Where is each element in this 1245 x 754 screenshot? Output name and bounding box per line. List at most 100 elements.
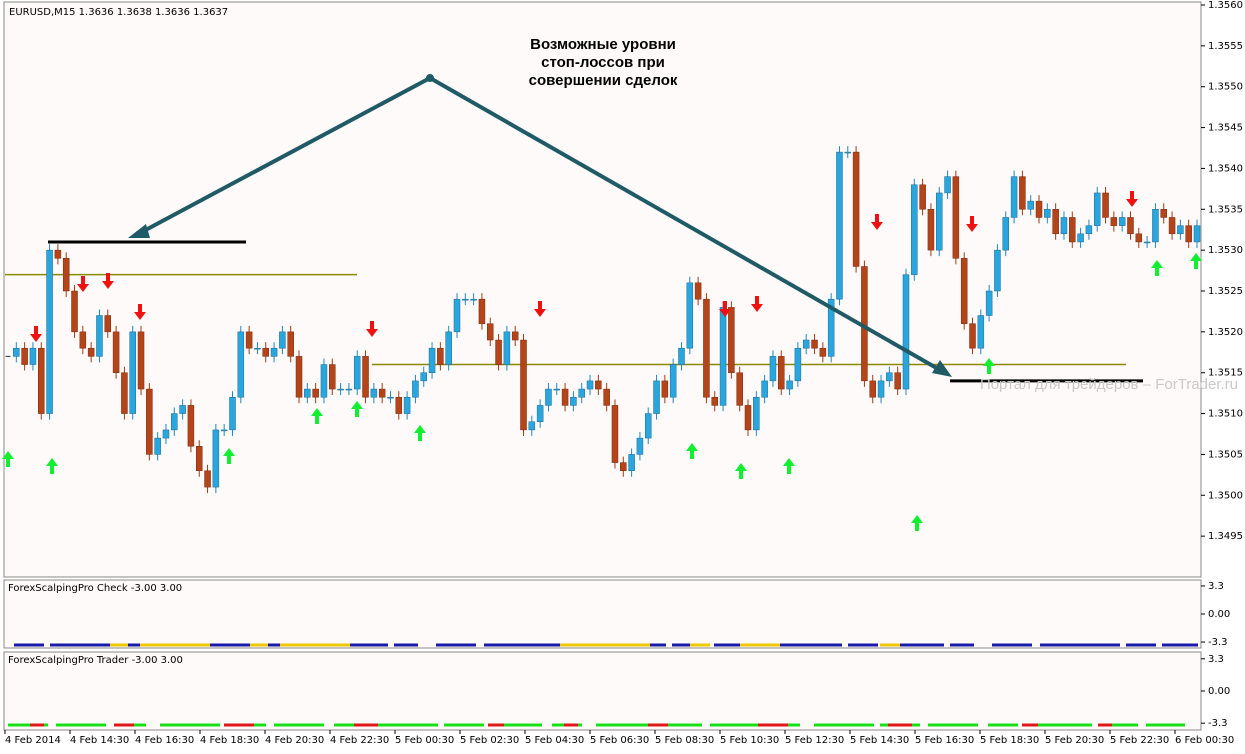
candle <box>71 290 78 333</box>
candle <box>337 388 344 391</box>
candle <box>1044 209 1051 218</box>
buy-arrow <box>223 448 235 464</box>
buy-arrow <box>351 401 363 417</box>
candle <box>1152 209 1159 243</box>
candle <box>79 331 87 349</box>
x-tick-label: 5 Feb 00:30 <box>395 735 454 746</box>
marks <box>5 146 1201 494</box>
candle <box>370 388 378 398</box>
candle <box>520 339 527 431</box>
candle <box>719 307 727 406</box>
candle <box>778 356 785 390</box>
buy-arrow <box>735 463 747 479</box>
candle <box>495 339 502 365</box>
x-tick-label: 5 Feb 14:30 <box>850 735 909 746</box>
candle <box>171 413 178 431</box>
y-tick-label: 1.3500 <box>1208 490 1243 501</box>
candle <box>54 249 62 259</box>
candle <box>270 347 278 357</box>
candle <box>553 388 561 391</box>
x-tick-label: 5 Feb 20:30 <box>1045 735 1104 746</box>
candle <box>528 421 536 431</box>
candle <box>1135 233 1143 243</box>
candle <box>1093 192 1101 226</box>
indicator-tick-label: 3.3 <box>1208 581 1224 592</box>
candle <box>1160 209 1167 218</box>
x-tick-label: 5 Feb 22:30 <box>1110 735 1169 746</box>
y-tick-label: 1.3495 <box>1208 531 1243 542</box>
buy-arrow <box>46 458 58 474</box>
candle <box>154 437 161 455</box>
candle <box>836 151 843 300</box>
y-tick-label: 1.3555 <box>1208 41 1243 52</box>
candle <box>87 347 95 357</box>
y-tick-label: 1.3520 <box>1208 327 1243 338</box>
candle <box>29 347 37 365</box>
candle <box>345 388 353 391</box>
candle <box>1102 192 1109 218</box>
candle <box>1118 217 1126 226</box>
x-tick-label: 5 Feb 08:30 <box>655 735 714 746</box>
candle <box>112 331 120 373</box>
candle <box>911 184 918 275</box>
candle <box>877 380 885 398</box>
candle <box>1035 200 1043 218</box>
candle <box>287 331 294 357</box>
indicator-pane-2 <box>3 651 1202 731</box>
buy-arrow <box>2 451 14 467</box>
y-tick-label: 1.3560 <box>1208 0 1243 11</box>
candle <box>1127 217 1134 235</box>
candle <box>852 151 860 267</box>
candle <box>985 290 993 316</box>
candle <box>1077 233 1084 243</box>
candle <box>611 405 619 463</box>
candle <box>220 429 228 432</box>
indicator-tick-label: 0.00 <box>1208 609 1230 620</box>
x-tick-label: 5 Feb 06:30 <box>590 735 649 746</box>
buy-arrow <box>1151 260 1163 276</box>
y-tick-label: 1.3530 <box>1208 245 1243 256</box>
candle <box>1110 217 1118 226</box>
candle <box>1060 217 1068 235</box>
y-tick-label: 1.3515 <box>1208 368 1243 379</box>
sell-arrow <box>102 273 114 289</box>
candle <box>1168 217 1176 235</box>
indicator-dashes <box>8 643 1198 727</box>
candle <box>1027 200 1034 210</box>
candle <box>412 380 419 398</box>
sell-arrow <box>871 214 883 230</box>
candle <box>1002 217 1010 251</box>
x-tick-label: 5 Feb 12:30 <box>785 735 844 746</box>
candle <box>994 249 1001 292</box>
sell-arrow <box>77 276 89 292</box>
sell-arrow <box>751 296 763 312</box>
candle <box>819 347 827 357</box>
candle <box>728 307 735 373</box>
buy-arrow <box>983 358 995 374</box>
candle <box>453 298 461 333</box>
indicator-tick-label: 3.3 <box>1208 654 1224 665</box>
candle <box>395 396 403 414</box>
candle <box>628 454 635 472</box>
x-tick-label: 5 Feb 18:30 <box>980 735 1039 746</box>
candle <box>21 347 28 365</box>
buy-arrow <box>686 443 698 459</box>
candle <box>503 331 511 365</box>
candle <box>811 339 818 349</box>
candle <box>595 380 602 390</box>
candle <box>570 396 577 406</box>
annotation-line: совершении сделок <box>529 72 678 89</box>
indicator-tick-label: -3.3 <box>1208 637 1228 648</box>
buy-arrow <box>311 408 323 424</box>
pointer-arrows <box>128 74 952 377</box>
candle <box>470 298 477 301</box>
candle <box>38 347 45 414</box>
candle <box>179 405 186 414</box>
candle <box>935 192 943 251</box>
candle <box>686 282 694 349</box>
candle <box>753 396 760 431</box>
buy-arrow <box>911 515 923 531</box>
y-tick-label: 1.3550 <box>1208 82 1243 93</box>
main-pane <box>3 1 1202 578</box>
buy-arrow <box>414 425 426 441</box>
